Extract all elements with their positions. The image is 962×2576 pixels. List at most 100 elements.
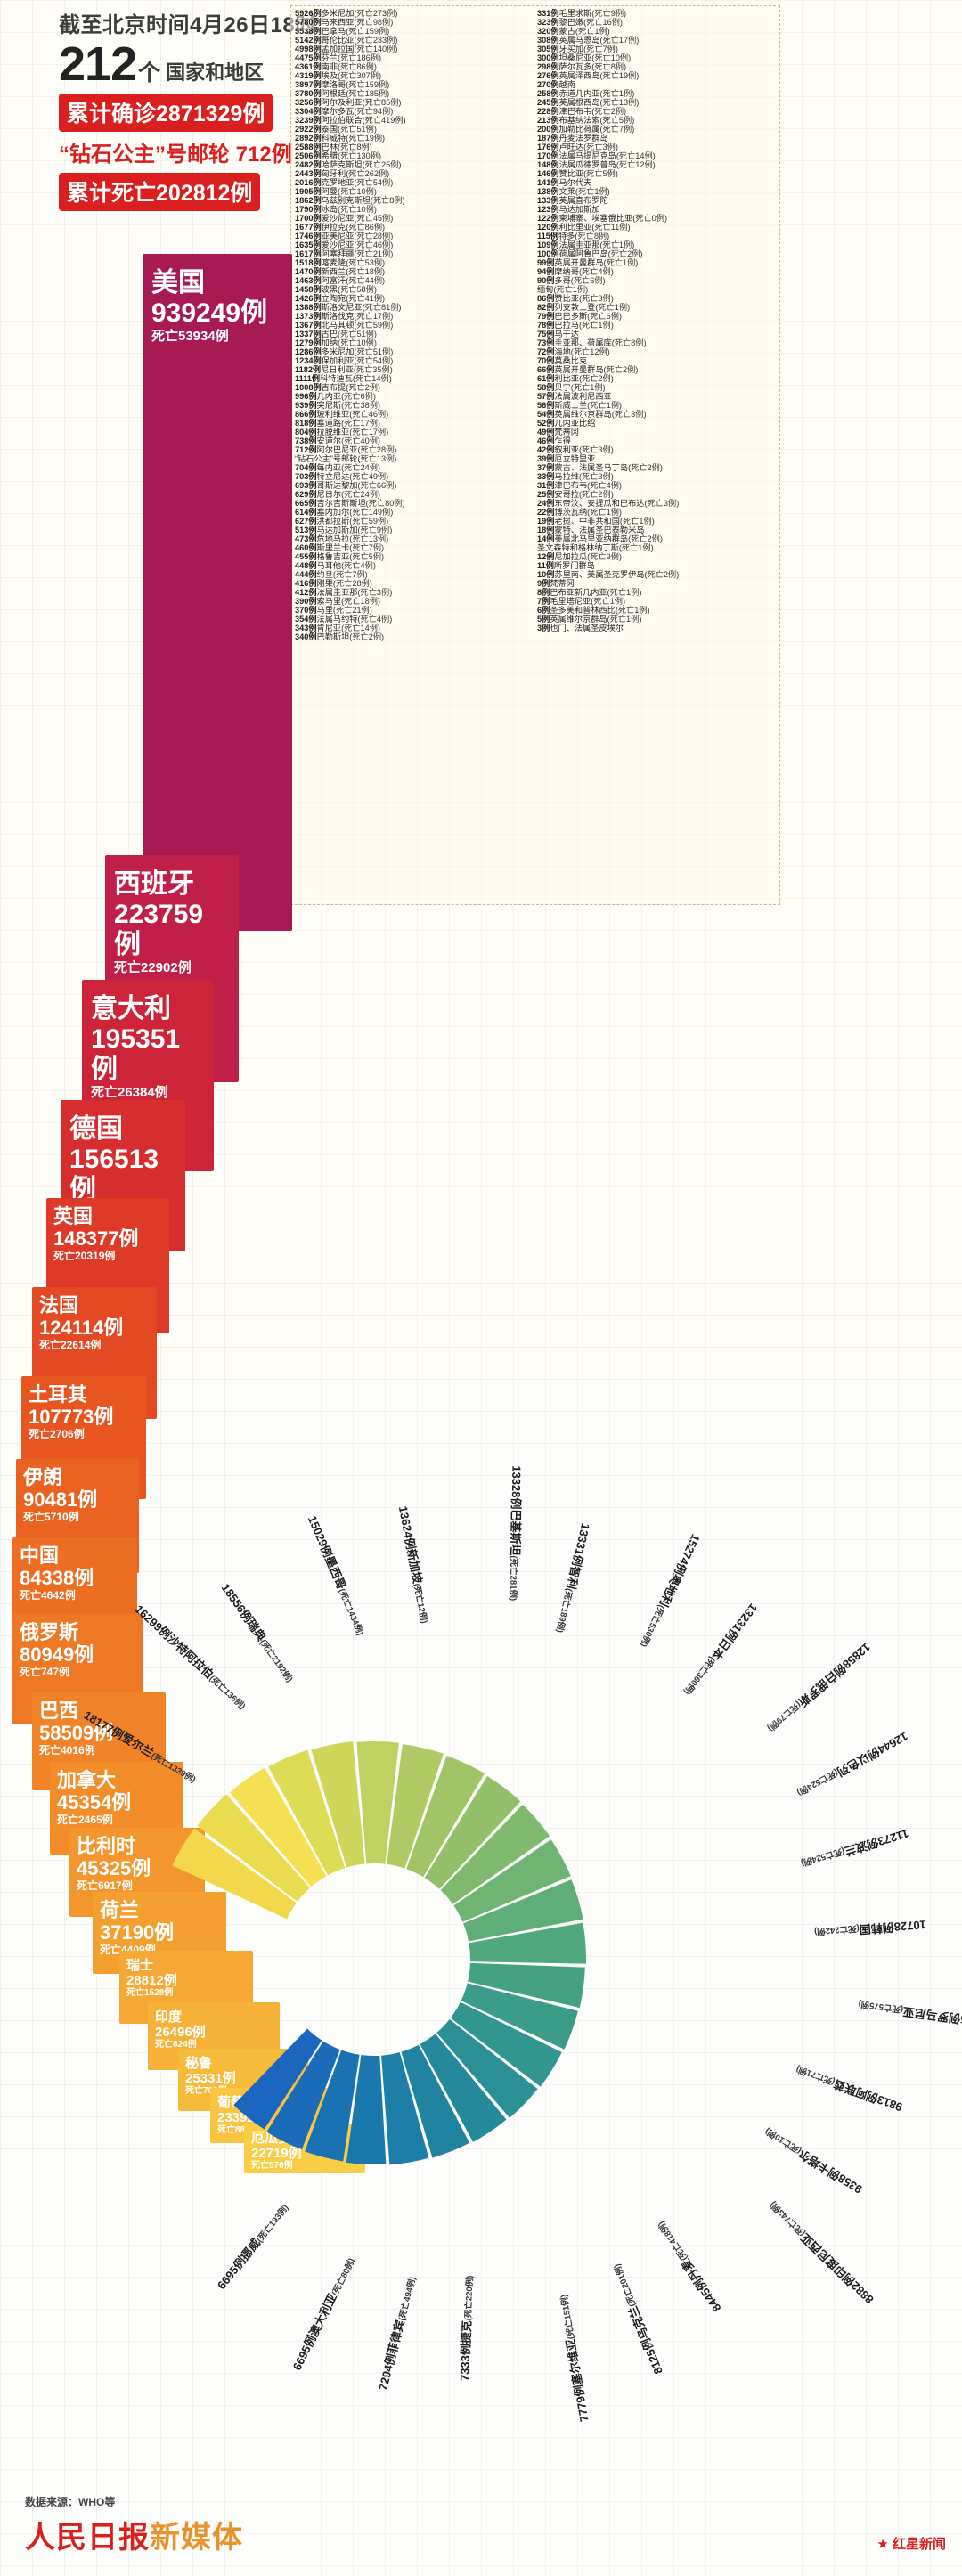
country-bar-name: 印度	[155, 2009, 183, 2025]
small-country-row: 61例利比亚(死亡2例)	[537, 374, 614, 383]
country-bar-cases: 195351例	[91, 1024, 181, 1084]
small-country-row: 109例法属圭亚那(死亡1例)	[537, 240, 635, 249]
small-country-row: 1111例科特迪瓦(死亡14例)	[295, 374, 392, 383]
small-country-row: 18例蒙特、法属圣巴泰勒米岛	[537, 526, 645, 534]
small-country-row: 320例蒙古(死亡1例)	[537, 27, 610, 36]
spiral-label-name: 韩国	[859, 1920, 884, 1936]
small-country-row: 46例乍得	[537, 436, 571, 445]
spiral-segment	[172, 1828, 297, 1920]
small-country-row: 2506例希腊(死亡130例)	[295, 151, 382, 160]
small-country-row: 86例赞比亚(死亡3例)	[537, 294, 614, 303]
small-country-row: 176例卢旺达(死亡3例)	[537, 143, 618, 151]
small-country-row: 49例梵蒂冈	[537, 428, 579, 436]
small-country-row: 245例英属根西岛(死亡13例)	[537, 98, 640, 107]
small-country-row: 122例柬埔寨、埃塞俄比亚(死亡0例)	[537, 214, 668, 223]
country-bar-cases: 223759例	[114, 900, 204, 959]
small-country-row: 39例厄立特里亚	[537, 454, 596, 463]
spiral-segment	[401, 2044, 470, 2158]
small-country-row: 1470例新西兰(死亡18例)	[295, 267, 386, 276]
small-country-row: 22例博茨瓦纳(死亡1例)	[537, 508, 622, 517]
country-bar-name: 瑞士	[126, 1958, 154, 1973]
small-country-row: 213例布基纳法索(死亡5例)	[537, 116, 635, 125]
spiral-segment	[229, 1767, 327, 1887]
spiral-label-name: 巴基斯坦	[509, 1509, 523, 1556]
country-bar-cases: 148377例	[53, 1227, 139, 1250]
watermark-logo: ★ 红星新闻	[876, 2537, 946, 2552]
small-country-row: 90例多哥(死亡6例)	[537, 276, 606, 285]
country-bar-name: 德国	[69, 1114, 123, 1144]
small-country-row: 138例文莱(死亡1例)	[537, 187, 610, 196]
small-country-row: 2922例泰国(死亡51例)	[295, 125, 377, 134]
country-bar-name: 英国	[53, 1205, 94, 1227]
country-bar-deaths: 死亡747例	[20, 1666, 70, 1678]
small-country-row: 3例也门、法属圣皮埃尔	[537, 624, 624, 632]
total-confirmed-badge: 累计确诊2871329例	[59, 94, 273, 132]
small-country-row: 1518例喀麦隆(死亡53例)	[295, 258, 386, 267]
small-country-row: 3256例阿尔及利亚(死亡85例)	[295, 98, 402, 107]
country-bar-name: 荷兰	[100, 1899, 140, 1921]
small-country-row: 323例黎巴嫩(死亡16例)	[537, 18, 623, 27]
small-country-row: 1373例斯洛伐克(死亡17例)	[295, 312, 394, 321]
country-bar-name: 俄罗斯	[20, 1621, 79, 1643]
small-country-row: 996例几内亚(死亡6例)	[295, 392, 376, 401]
spiral-label-value: 7333例	[457, 2343, 473, 2382]
spiral-segment	[436, 2018, 538, 2118]
spiral-segment	[268, 1749, 346, 1876]
small-country-row: 460例斯里兰卡(死亡7例)	[295, 543, 385, 552]
country-bar-name: 法国	[39, 1294, 79, 1317]
small-country-row: 31例津巴布韦(死亡4例)	[537, 481, 622, 490]
small-countries-panel: 5926例多米尼加(死亡273例) 5780例马来西亚(死亡98例) 5538例巴拿…	[290, 5, 780, 905]
small-country-row: 1635例爱沙尼亚(死亡46例)	[295, 240, 394, 249]
small-country-row: 72例海地(死亡12例)	[537, 347, 610, 356]
small-country-row: 70例莫桑比克	[537, 356, 588, 365]
small-country-row: 1790例冰岛(死亡10例)	[295, 205, 377, 214]
small-country-row: “钻石公主”号邮轮(死亡13例)	[295, 454, 397, 463]
small-country-row: 141例马尔代夫	[537, 178, 592, 187]
country-count-label: 国家和地区	[166, 61, 265, 84]
spiral-label-value: 13328例	[509, 1465, 524, 1510]
small-country-row: 25例安哥拉(死亡2例)	[537, 490, 614, 499]
small-country-row: 12例尼加拉瓜(死亡9例)	[537, 552, 622, 561]
spiral-segment	[453, 1839, 571, 1922]
small-country-row: 120例利比里亚(死亡11例)	[537, 223, 631, 232]
small-country-row: 54例英属维尔京群岛(死亡3例)	[537, 410, 647, 419]
cruise-line: “钻石公主”号邮轮 712例	[59, 143, 293, 167]
spiral-segment	[305, 2050, 360, 2162]
small-country-row: 343例肯尼亚(死亡14例)	[295, 624, 380, 632]
country-bar-deaths: 死亡4642例	[20, 1589, 76, 1602]
country-bar-deaths: 死亡53934例	[151, 329, 229, 344]
small-country-row: 370例马里(死亡21例)	[295, 606, 372, 615]
country-bar-cases: 22719例	[251, 2146, 302, 2161]
small-country-row: 712例阿尔巴尼亚(死亡28例)	[295, 445, 397, 454]
small-country-row: 704例每内亚(死亡24例)	[295, 463, 380, 472]
small-country-row: 3304例摩尔多瓦(死亡94例)	[295, 107, 394, 116]
spiral-svg	[172, 1741, 586, 2165]
small-country-row: 448例马耳他(死亡4例)	[295, 561, 376, 570]
brand-main: 人民日报	[25, 2522, 150, 2555]
spiral-segment	[197, 1794, 311, 1902]
small-country-row: 258例赤道几内亚(死亡1例)	[537, 89, 635, 98]
small-country-row: 305例牙买加(死亡7例)	[537, 45, 618, 53]
small-country-row: 1182例尼日利亚(死亡35例)	[295, 365, 393, 374]
small-country-row: 473例危地马拉(死亡13例)	[295, 534, 389, 543]
country-bar-deaths: 死亡20319例	[53, 1250, 116, 1262]
small-country-row: 缅甸(死亡1例)	[537, 285, 589, 294]
country-bar-cases: 28812例	[126, 1973, 177, 1988]
small-country-row: 1367例北马其顿(死亡59例)	[295, 321, 394, 330]
small-countries-column: 331例毛里求斯(死亡9例) 323例黎巴嫩(死亡16例) 320例蒙古(死亡1例)…	[537, 9, 776, 901]
small-country-row: 1905例阿曼(死亡10例)	[295, 187, 377, 196]
small-country-row: 75例乌干达	[537, 330, 579, 338]
small-country-row: 340例巴勒斯坦(死亡2例)	[295, 632, 385, 641]
country-count-unit: 个	[138, 61, 161, 86]
country-bar-name: 土耳其	[29, 1383, 88, 1406]
small-country-row: 354例法属马约特(死亡4例)	[295, 615, 393, 624]
spiral-segment	[311, 1741, 365, 1868]
small-country-row: 5142例哥伦比亚(死亡233例)	[295, 36, 398, 45]
country-bar-deaths: 死亡576例	[251, 2161, 293, 2171]
small-country-row: 14例美属北马里亚纳群岛(死亡2例)	[537, 534, 663, 543]
small-country-row: 8例巴布亚新几内亚(死亡1例)	[537, 588, 642, 597]
brand-sub: 新媒体	[150, 2521, 243, 2555]
small-country-row: 1463例阿富汗(死亡44例)	[295, 276, 386, 285]
small-country-row: 276例英属泽西岛(死亡19例)	[537, 71, 640, 80]
small-country-row: 693例哥斯达黎加(死亡66例)	[295, 481, 397, 490]
